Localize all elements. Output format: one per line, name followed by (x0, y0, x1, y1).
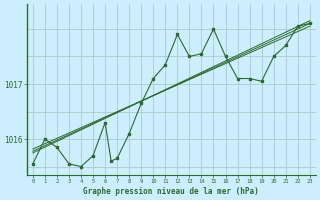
X-axis label: Graphe pression niveau de la mer (hPa): Graphe pression niveau de la mer (hPa) (84, 187, 259, 196)
